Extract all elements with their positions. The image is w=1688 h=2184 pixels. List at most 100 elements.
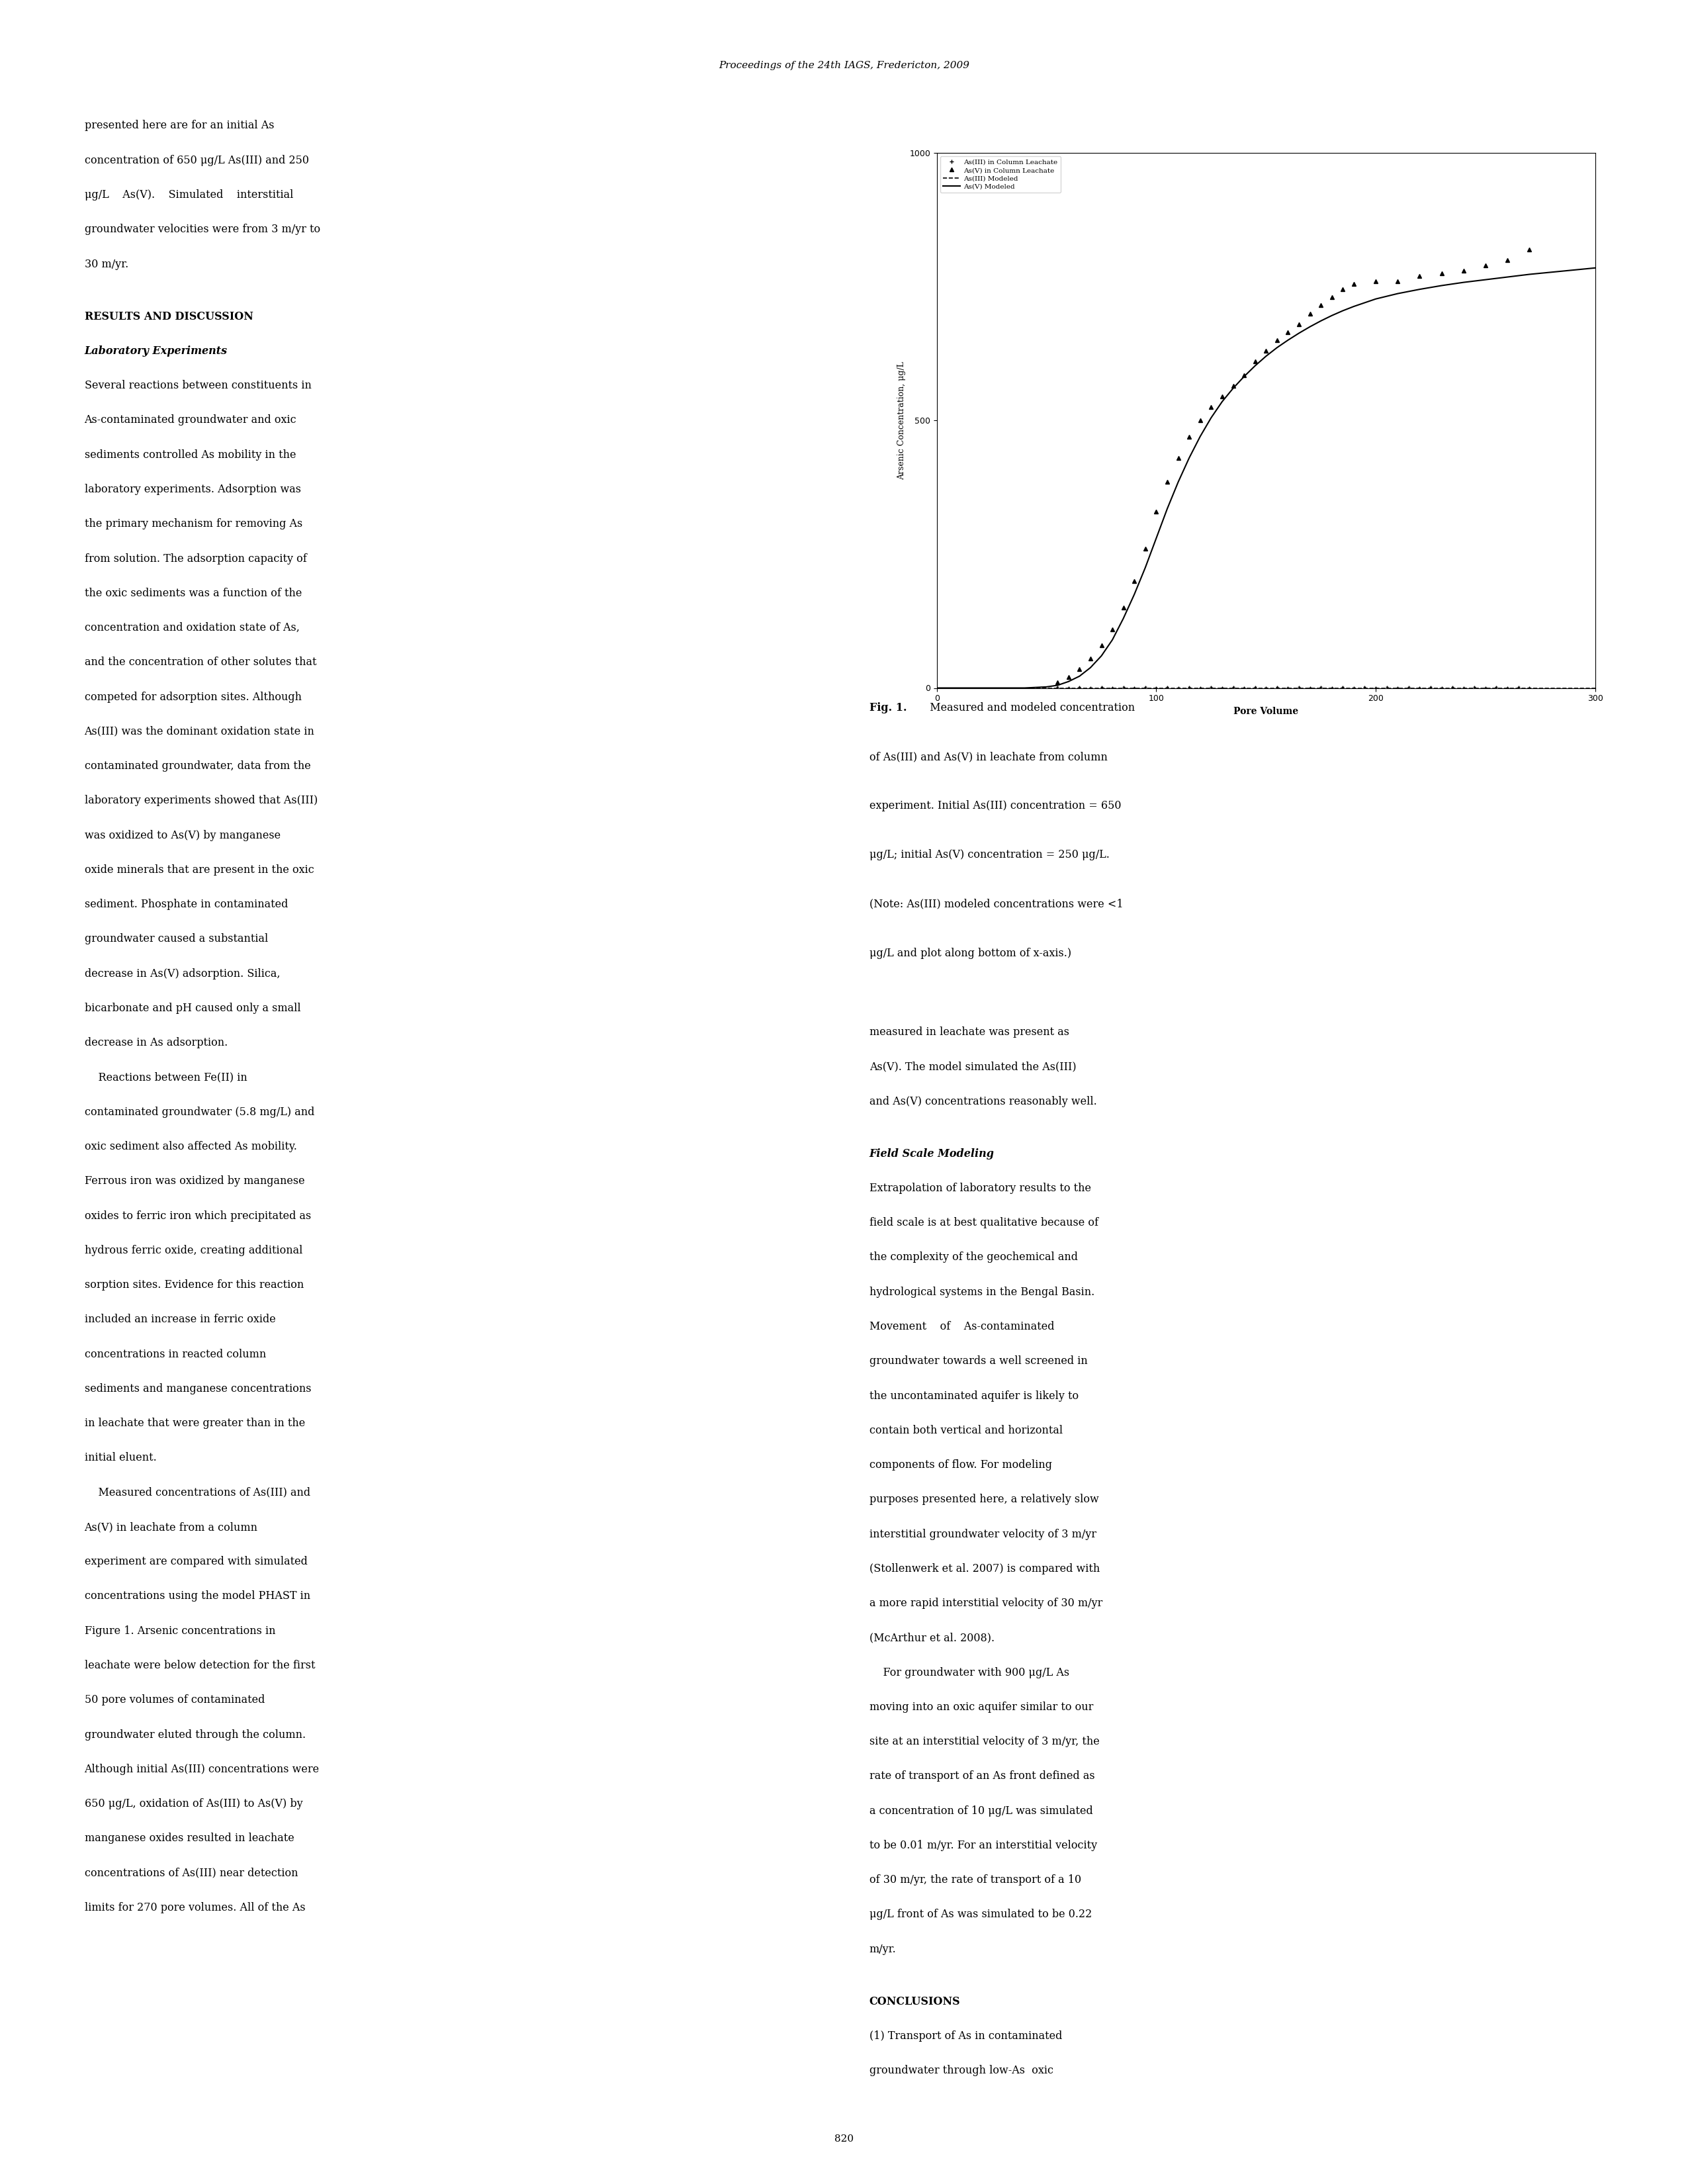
As(V) Modeled [1256,343,1276,369]
Line: As(III) in Column Leachate: As(III) in Column Leachate [1057,686,1531,688]
Text: Measured and modeled concentration: Measured and modeled concentration [923,701,1134,714]
As(V) Modeled [1212,389,1232,415]
As(III) in Column Leachate [1047,675,1069,701]
As(III) in Column Leachate [1443,675,1463,701]
Text: from solution. The adsorption capacity of: from solution. The adsorption capacity o… [84,553,307,563]
As(V) Modeled [1497,264,1518,290]
As(V) in Column Leachate [1409,262,1430,288]
As(III) in Column Leachate [1344,675,1364,701]
As(V) Modeled [1322,301,1342,328]
As(V) Modeled [1070,664,1090,690]
Text: concentration of 650 μg/L As(III) and 250: concentration of 650 μg/L As(III) and 25… [84,155,309,166]
Text: contain both vertical and horizontal: contain both vertical and horizontal [869,1424,1063,1437]
Text: Several reactions between constituents in: Several reactions between constituents i… [84,380,311,391]
As(V) Modeled [1409,275,1430,301]
Text: experiment are compared with simulated: experiment are compared with simulated [84,1555,307,1568]
Text: 820: 820 [834,2134,854,2145]
As(V) Modeled [1136,555,1156,581]
Text: manganese oxides resulted in leachate: manganese oxides resulted in leachate [84,1832,294,1843]
As(III) in Column Leachate [1475,675,1496,701]
Text: decrease in As adsorption.: decrease in As adsorption. [84,1037,228,1048]
As(V) Modeled [1092,642,1112,668]
As(V) in Column Leachate [1256,339,1276,365]
As(V) Modeled [1058,668,1079,695]
As(V) in Column Leachate [1278,319,1298,345]
Text: hydrous ferric oxide, creating additional: hydrous ferric oxide, creating additiona… [84,1245,302,1256]
As(V) Modeled [1344,293,1364,319]
As(III) in Column Leachate [1202,675,1222,701]
Text: sediments and manganese concentrations: sediments and manganese concentrations [84,1382,311,1393]
As(III) in Column Leachate [1509,675,1529,701]
As(V) in Column Leachate [1246,349,1266,376]
As(V) in Column Leachate [1114,594,1134,620]
As(V) Modeled [1180,446,1200,472]
As(V) in Column Leachate [1212,382,1232,408]
As(III) in Column Leachate [1465,675,1485,701]
Line: As(V) Modeled: As(V) Modeled [937,269,1595,688]
As(III) in Column Leachate [1322,675,1342,701]
As(III) in Column Leachate [1290,675,1310,701]
As(III) in Column Leachate [1102,675,1123,701]
As(V) Modeled [1541,260,1561,286]
As(V) in Column Leachate [1290,310,1310,336]
Text: limits for 270 pore volumes. All of the As: limits for 270 pore volumes. All of the … [84,1902,306,1913]
Text: As(V). The model simulated the As(III): As(V). The model simulated the As(III) [869,1061,1077,1072]
Text: field scale is at best qualitative because of: field scale is at best qualitative becau… [869,1216,1099,1227]
Text: Ferrous iron was oxidized by manganese: Ferrous iron was oxidized by manganese [84,1175,304,1186]
As(V) Modeled [1222,376,1242,402]
As(V) in Column Leachate [1344,271,1364,297]
Text: oxic sediment also affected As mobility.: oxic sediment also affected As mobility. [84,1140,297,1153]
Text: groundwater caused a substantial: groundwater caused a substantial [84,933,268,946]
As(III) in Column Leachate [1453,675,1474,701]
As(V) Modeled [1266,334,1288,360]
As(V) Modeled [1278,328,1298,354]
Text: the oxic sediments was a function of the: the oxic sediments was a function of the [84,587,302,598]
As(V) in Column Leachate [1519,236,1539,262]
Text: μg/L front of As was simulated to be 0.22: μg/L front of As was simulated to be 0.2… [869,1909,1092,1920]
Text: 30 m/yr.: 30 m/yr. [84,258,128,271]
Text: rate of transport of an As front defined as: rate of transport of an As front defined… [869,1771,1096,1782]
As(V) Modeled [1124,581,1144,607]
As(V) in Column Leachate [1202,393,1222,419]
Text: decrease in As(V) adsorption. Silica,: decrease in As(V) adsorption. Silica, [84,968,280,978]
As(III) in Column Leachate [1487,675,1507,701]
As(V) Modeled [1014,675,1035,701]
As(V) in Column Leachate [1070,655,1090,681]
Text: contaminated groundwater, data from the: contaminated groundwater, data from the [84,760,311,771]
As(V) in Column Leachate [1146,498,1166,524]
As(V) in Column Leachate [1322,284,1342,310]
As(V) Modeled [1431,273,1452,299]
As(III) in Column Leachate [1190,675,1210,701]
Text: As(V) in leachate from a column: As(V) in leachate from a column [84,1522,258,1533]
As(V) in Column Leachate [1168,446,1188,472]
Text: laboratory experiments showed that As(III): laboratory experiments showed that As(II… [84,795,317,806]
As(III) in Column Leachate [1146,675,1166,701]
Text: sediments controlled As mobility in the: sediments controlled As mobility in the [84,450,295,461]
As(V) Modeled [1146,524,1166,550]
Text: 650 μg/L, oxidation of As(III) to As(V) by: 650 μg/L, oxidation of As(III) to As(V) … [84,1797,302,1808]
Text: 50 pore volumes of contaminated: 50 pore volumes of contaminated [84,1695,265,1706]
X-axis label: Pore Volume: Pore Volume [1234,708,1298,716]
Text: (Stollenwerk et al. 2007) is compared with: (Stollenwerk et al. 2007) is compared wi… [869,1564,1101,1575]
Text: purposes presented here, a relatively slow: purposes presented here, a relatively sl… [869,1494,1099,1505]
As(V) Modeled [1168,470,1188,496]
Text: the primary mechanism for removing As: the primary mechanism for removing As [84,518,302,531]
As(V) Modeled [1366,286,1386,312]
As(III) in Column Leachate [1431,675,1452,701]
As(V) in Column Leachate [1190,406,1210,432]
As(V) Modeled [1202,404,1222,430]
As(V) in Column Leachate [1222,373,1242,400]
Text: oxides to ferric iron which precipitated as: oxides to ferric iron which precipitated… [84,1210,311,1221]
As(V) Modeled [1563,258,1583,284]
Text: leachate were below detection for the first: leachate were below detection for the fi… [84,1660,316,1671]
As(III) in Column Leachate [1070,675,1090,701]
As(V) in Column Leachate [1047,670,1069,697]
As(V) in Column Leachate [1334,275,1354,301]
As(V) in Column Leachate [1453,258,1474,284]
As(V) Modeled [1312,308,1332,334]
As(V) in Column Leachate [1266,328,1288,354]
As(III) in Column Leachate [1256,675,1276,701]
Text: CONCLUSIONS: CONCLUSIONS [869,1996,960,2007]
Text: Figure 1. Arsenic concentrations in: Figure 1. Arsenic concentrations in [84,1625,275,1636]
As(V) in Column Leachate [1497,247,1518,273]
